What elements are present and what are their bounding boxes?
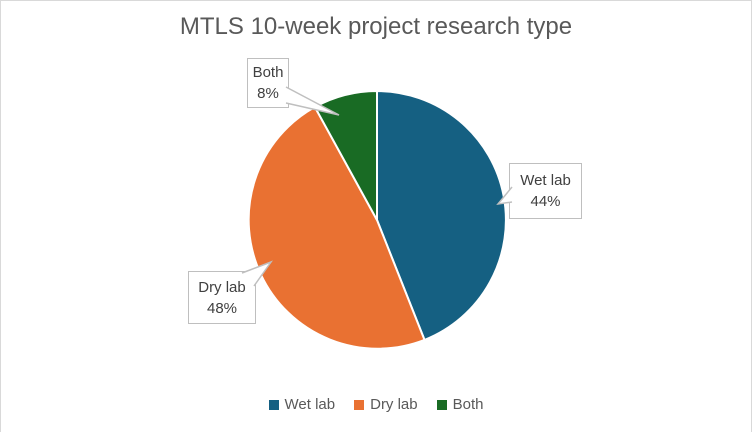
data-label-value: 48% bbox=[206, 299, 238, 317]
pie-slices bbox=[247, 90, 507, 350]
data-label-category: Wet lab bbox=[520, 172, 571, 189]
data-label-value: 8% bbox=[257, 85, 279, 102]
legend: Wet lab Dry lab Both bbox=[1, 395, 751, 415]
legend-swatch-dry-lab bbox=[354, 400, 365, 410]
legend-swatch-both bbox=[436, 400, 447, 410]
legend-label: Dry lab bbox=[370, 396, 418, 413]
data-label-callout-wet-lab[interactable]: Wet lab 44% bbox=[509, 163, 582, 219]
legend-item-wet-lab[interactable]: Wet lab bbox=[268, 395, 336, 415]
data-label-category: Dry lab bbox=[198, 278, 246, 296]
data-label-category: Both bbox=[252, 64, 284, 81]
legend-item-dry-lab[interactable]: Dry lab bbox=[354, 395, 418, 415]
chart-title[interactable]: MTLS 10-week project research type bbox=[179, 13, 573, 40]
legend-swatch-wet-lab bbox=[268, 400, 279, 410]
legend-label: Both bbox=[452, 396, 484, 413]
legend-label: Wet lab bbox=[284, 396, 336, 413]
data-label-callout-both[interactable]: Both 8% bbox=[247, 58, 289, 108]
data-label-value: 44% bbox=[530, 193, 561, 210]
data-label-callout-dry-lab[interactable]: Dry lab 48% bbox=[188, 271, 256, 324]
legend-item-both[interactable]: Both bbox=[436, 395, 484, 415]
